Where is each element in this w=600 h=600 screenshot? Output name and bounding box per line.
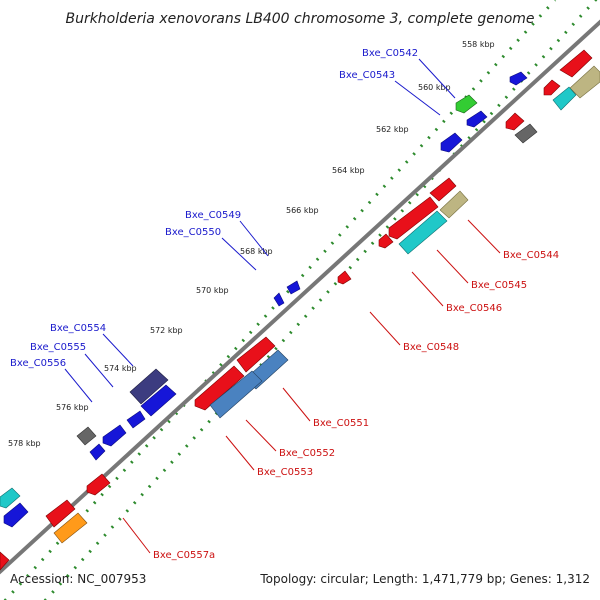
gene-arrow[interactable] — [126, 410, 146, 429]
tick-label: 576 kbp — [56, 403, 89, 412]
label-leader-line — [369, 311, 401, 346]
gene-label[interactable]: Bxe_C0542 — [362, 48, 418, 59]
gene-arrow[interactable] — [466, 110, 488, 128]
gene-arrow[interactable] — [440, 132, 463, 153]
gene-label[interactable]: Bxe_C0556 — [10, 358, 66, 369]
gene-label[interactable]: Bxe_C0553 — [257, 467, 313, 478]
gene-arrow[interactable] — [53, 512, 88, 544]
reverse-genes — [0, 49, 600, 571]
gene-arrow[interactable] — [286, 280, 301, 295]
tick-label: 568 kbp — [240, 247, 273, 256]
gene-arrow[interactable] — [209, 370, 263, 419]
label-leader-line — [282, 387, 311, 422]
label-leader-line — [418, 58, 456, 99]
gene-arrow[interactable] — [86, 473, 111, 496]
label-leader-line — [394, 80, 441, 116]
chromosome-backbone — [0, 19, 600, 575]
gene-arrow[interactable] — [455, 94, 478, 114]
gene-label[interactable]: Bxe_C0554 — [50, 323, 106, 334]
gene-arrow[interactable] — [0, 551, 10, 571]
topology-text: Topology: circular; Length: 1,471,779 bp… — [260, 572, 590, 586]
gene-arrow[interactable] — [552, 86, 577, 111]
gene-arrow[interactable] — [3, 502, 29, 528]
gene-arrow[interactable] — [76, 426, 97, 446]
gene-label[interactable]: Bxe_C0550 — [165, 227, 221, 238]
forward-genes — [0, 71, 528, 528]
gene-arrow[interactable] — [505, 112, 525, 131]
gene-arrow[interactable] — [509, 71, 528, 86]
gene-labels: Bxe_C0542 Bxe_C0543 Bxe_C0549 Bxe_C0550 Bxe_… — [10, 48, 559, 561]
gene-arrow[interactable] — [439, 190, 469, 219]
gene-label[interactable]: Bxe_C0551 — [313, 418, 369, 429]
gene-arrow[interactable] — [398, 210, 448, 255]
gene-label[interactable]: Bxe_C0552 — [279, 448, 335, 459]
tick-label: 558 kbp — [462, 40, 495, 49]
gene-arrow[interactable] — [378, 233, 394, 249]
gene-arrow[interactable] — [429, 177, 457, 202]
gene-arrow[interactable] — [273, 292, 285, 307]
label-leader-line — [467, 219, 501, 254]
gene-label[interactable]: Bxe_C0549 — [185, 210, 241, 221]
tick-labels: 558 kbp 560 kbp 562 kbp 564 kbp 566 kbp 568 k… — [8, 40, 495, 448]
tick-label: 572 kbp — [150, 326, 183, 335]
label-leader-line — [245, 419, 277, 452]
gene-label[interactable]: Bxe_C0548 — [403, 342, 459, 353]
label-leader-line — [411, 271, 444, 307]
gene-arrow[interactable] — [569, 65, 600, 99]
label-leader-line — [64, 368, 93, 403]
tick-label: 578 kbp — [8, 439, 41, 448]
tick-label: 562 kbp — [376, 125, 409, 134]
gene-arrow[interactable] — [337, 270, 352, 285]
label-leader-line — [225, 435, 255, 471]
gene-arrow[interactable] — [102, 424, 127, 447]
gene-arrow[interactable] — [236, 336, 276, 373]
label-leader-line — [84, 353, 114, 388]
forward-track — [3, 0, 557, 600]
gene-arrow[interactable] — [89, 443, 106, 461]
gene-arrow[interactable] — [559, 49, 593, 78]
accession-text: Accession: NC_007953 — [10, 572, 147, 586]
label-leaders — [64, 58, 501, 554]
gene-label[interactable]: Bxe_C0546 — [446, 303, 502, 314]
label-leader-line — [122, 517, 151, 554]
label-leader-line — [436, 249, 469, 284]
label-leader-line — [221, 237, 257, 271]
gene-arrow[interactable] — [514, 123, 538, 144]
gene-label[interactable]: Bxe_C0545 — [471, 280, 527, 291]
label-leader-line — [102, 333, 134, 367]
reverse-track — [43, 0, 598, 600]
tick-label: 570 kbp — [196, 286, 229, 295]
tick-label: 574 kbp — [104, 364, 137, 373]
gene-label[interactable]: Bxe_C0557a — [153, 550, 215, 561]
gene-arrow[interactable] — [140, 384, 177, 417]
gene-label[interactable]: Bxe_C0544 — [503, 250, 559, 261]
gene-arrow[interactable] — [388, 196, 439, 240]
gene-label[interactable]: Bxe_C0543 — [339, 70, 395, 81]
label-leader-line — [239, 220, 269, 257]
tick-label: 566 kbp — [286, 206, 319, 215]
gene-arrow[interactable] — [0, 487, 21, 509]
gene-label[interactable]: Bxe_C0555 — [30, 342, 86, 353]
gene-arrow[interactable] — [543, 79, 561, 96]
gene-arrow[interactable] — [45, 499, 76, 528]
map-title: Burkholderia xenovorans LB400 chromosome… — [65, 11, 534, 27]
tick-label: 564 kbp — [332, 166, 365, 175]
gene-arrow[interactable] — [129, 368, 169, 405]
tick-label: 560 kbp — [418, 83, 451, 92]
